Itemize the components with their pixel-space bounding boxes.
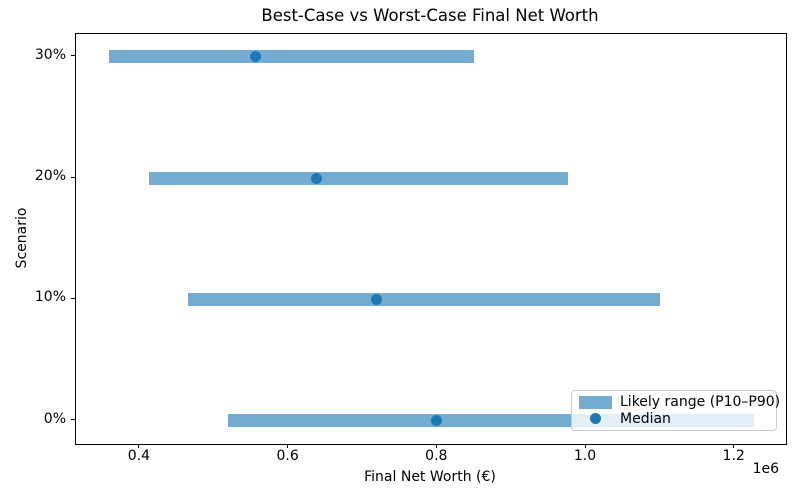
x-tick-label: 1.0: [573, 448, 597, 464]
median-dot: [249, 51, 261, 63]
legend-entry-median: Median: [579, 411, 768, 427]
x-tick-label: 0.8: [425, 448, 448, 464]
y-tick-label: 30%: [34, 46, 66, 63]
x-axis-offset-label: 1e6: [752, 461, 779, 477]
range-bar-swatch-icon: [579, 395, 612, 409]
y-axis-label: Scenario: [14, 207, 30, 269]
y-tick-label: 20%: [34, 168, 66, 185]
range-bar: [148, 171, 569, 185]
y-tick: [71, 297, 75, 299]
range-bar: [188, 292, 661, 306]
median-dot-swatch-wrap: [579, 413, 612, 425]
y-tick-label: 10%: [34, 289, 66, 306]
y-tick: [71, 55, 75, 57]
median-dot-swatch-icon: [590, 413, 601, 425]
x-tick: [584, 444, 586, 448]
x-tick-label: 0.6: [276, 448, 299, 464]
median-dot: [431, 415, 443, 427]
x-tick: [435, 444, 437, 448]
legend-entry-range: Likely range (P10–P90): [579, 394, 780, 410]
x-tick-label: 1.2: [722, 448, 745, 464]
legend-label-range: Likely range (P10–P90): [620, 394, 781, 411]
y-tick-label: 0%: [43, 410, 66, 427]
range-bar: [108, 50, 475, 64]
y-tick: [71, 419, 75, 421]
x-tick-label: 0.4: [127, 448, 151, 464]
x-axis-label: Final Net Worth (€): [364, 469, 496, 485]
y-tick: [71, 176, 75, 178]
legend: Likely range (P10–P90) Median: [571, 390, 780, 431]
median-dot: [310, 172, 322, 184]
x-tick: [733, 444, 735, 448]
x-tick: [138, 444, 140, 448]
median-dot: [370, 293, 382, 305]
plot-area: [75, 33, 787, 445]
x-tick: [287, 444, 289, 448]
chart-title: Best-Case vs Worst-Case Final Net Worth: [261, 6, 599, 25]
legend-label-median: Median: [620, 410, 671, 427]
